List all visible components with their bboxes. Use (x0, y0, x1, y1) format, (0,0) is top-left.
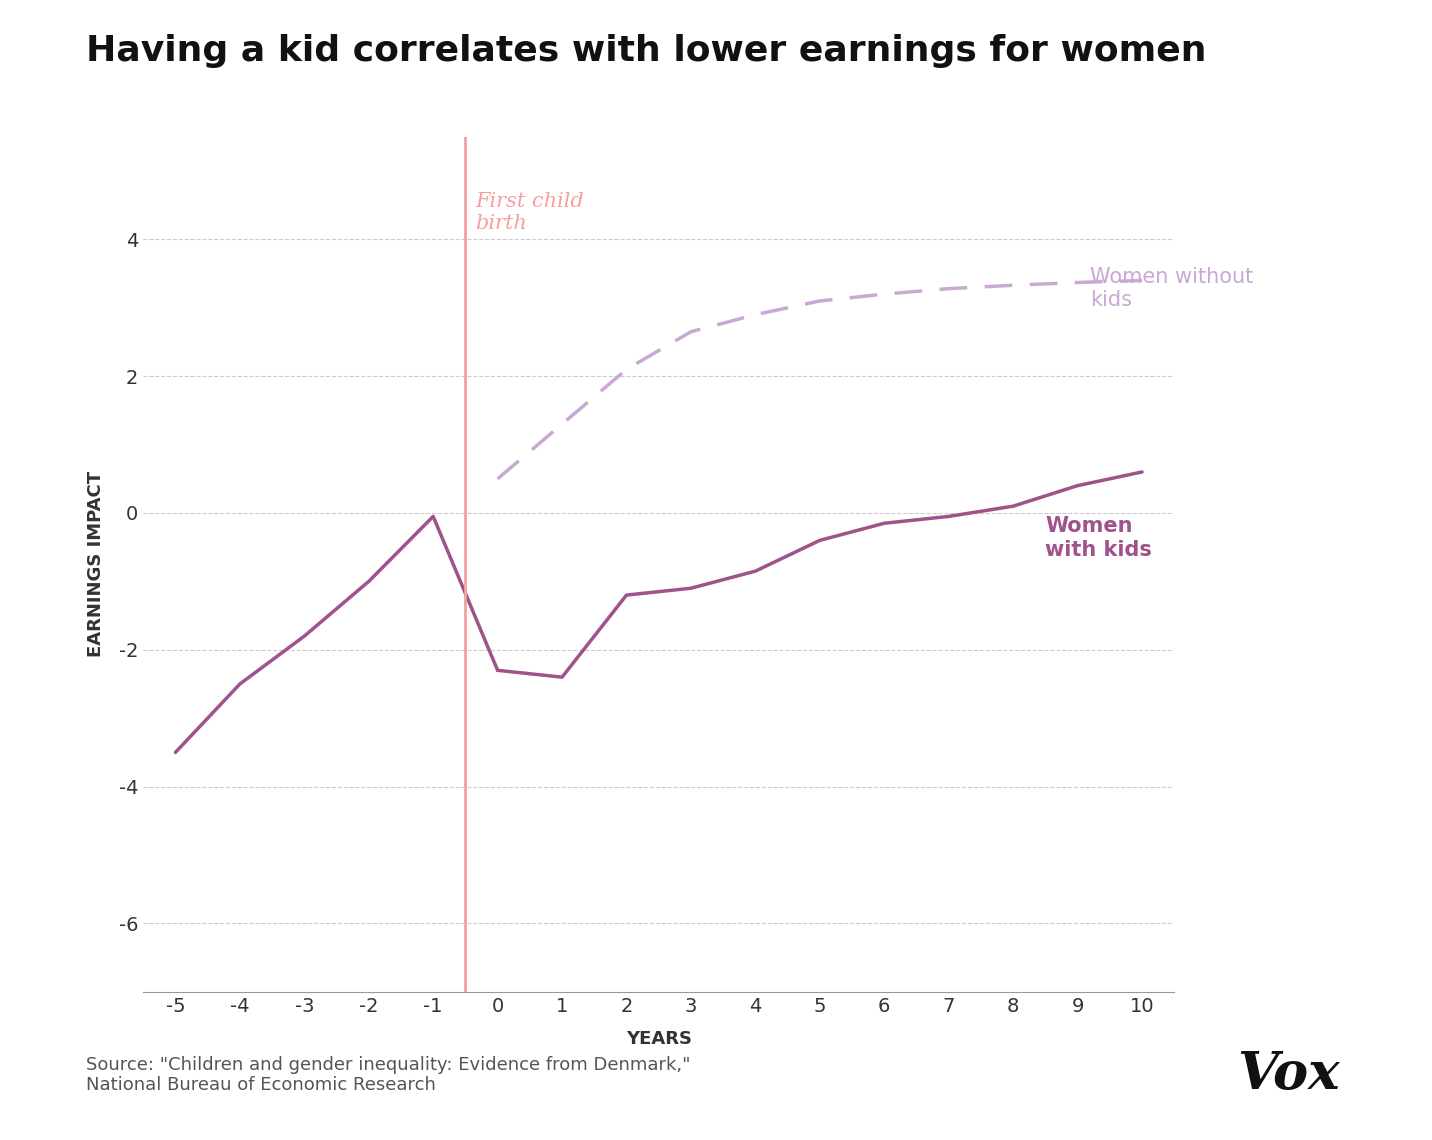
Text: Women
with kids: Women with kids (1045, 516, 1153, 560)
Text: First child
birth: First child birth (475, 192, 584, 233)
Y-axis label: EARNINGS IMPACT: EARNINGS IMPACT (87, 471, 105, 658)
X-axis label: YEARS: YEARS (626, 1029, 692, 1048)
Text: Having a kid correlates with lower earnings for women: Having a kid correlates with lower earni… (86, 34, 1206, 68)
Text: Vox: Vox (1237, 1049, 1340, 1100)
Text: Source: "Children and gender inequality: Evidence from Denmark,"
National Bureau: Source: "Children and gender inequality:… (86, 1056, 690, 1094)
Text: Women without
kids: Women without kids (1091, 267, 1254, 310)
